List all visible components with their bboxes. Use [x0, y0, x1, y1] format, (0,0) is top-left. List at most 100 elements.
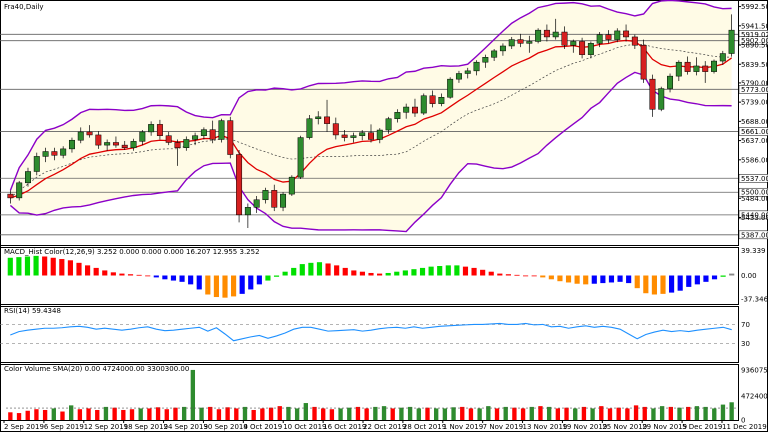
candle-body	[570, 41, 577, 46]
candle-body	[508, 39, 515, 47]
macd-bar	[162, 275, 168, 280]
candle	[218, 118, 225, 143]
candle-body	[218, 120, 225, 140]
volume-bar	[155, 407, 161, 420]
volume-bar	[616, 407, 621, 420]
volume-bar	[546, 406, 552, 420]
macd-bar	[85, 265, 91, 276]
candle	[543, 24, 550, 42]
candle	[526, 35, 533, 53]
candle-body	[60, 148, 67, 156]
volume-bar	[138, 408, 143, 420]
candle	[614, 28, 621, 43]
macd-bar	[617, 275, 623, 282]
candle-body	[385, 118, 392, 131]
macd-bar	[239, 275, 245, 294]
volume-bar	[686, 406, 691, 420]
volume-bar	[703, 406, 708, 420]
macd-bar	[248, 275, 254, 290]
macd-bar	[419, 267, 426, 276]
volume-bar	[633, 405, 639, 420]
level-tag-label-2: 5773.00	[741, 86, 768, 94]
x-tick-label: 22 Oct 2019	[363, 423, 406, 431]
volume-bar	[173, 407, 178, 420]
macd-bar	[282, 271, 288, 276]
x-tick-label: 10 Oct 2019	[283, 423, 326, 431]
level-tag-5	[738, 187, 768, 197]
volume-bar	[321, 408, 326, 420]
macd-bar	[471, 267, 477, 276]
candle-body	[368, 132, 374, 140]
x-tick-label: 28 Oct 2019	[403, 423, 446, 431]
candle-body	[438, 96, 445, 104]
candle	[95, 131, 102, 149]
volume-bar	[86, 408, 91, 420]
macd-bar	[505, 274, 511, 276]
candle-body	[429, 95, 436, 104]
candle-body	[236, 154, 243, 216]
candle-body	[473, 61, 480, 72]
candle	[579, 37, 586, 59]
candle-body	[297, 137, 304, 178]
candle-body	[403, 106, 410, 113]
volume-bar	[729, 402, 734, 420]
volume-bar	[460, 406, 465, 420]
candle	[236, 150, 243, 223]
volume-bar	[69, 405, 74, 420]
volume-bar	[338, 408, 343, 420]
macd-bar	[334, 265, 340, 276]
candle	[262, 187, 269, 204]
candle	[174, 139, 181, 166]
macd-bar	[188, 275, 194, 285]
x-tick-label: 5 Dec 2019	[682, 423, 722, 431]
candle-body	[16, 182, 23, 199]
candle-body	[68, 139, 75, 150]
candle	[640, 39, 647, 83]
macd-bar	[523, 275, 529, 277]
candle	[517, 33, 524, 48]
volume-bar	[199, 407, 204, 420]
macd-bar	[385, 272, 391, 276]
macd-bar	[626, 275, 632, 284]
candle	[455, 70, 462, 83]
macd-bar	[50, 257, 56, 276]
candle-body	[420, 95, 427, 114]
bollinger-band-fill	[10, 0, 732, 232]
volume-tick-label: 0	[741, 417, 745, 425]
macd-bar	[359, 271, 365, 276]
candle-body	[227, 120, 234, 155]
macd-bar	[222, 275, 228, 298]
level-tag-4	[738, 174, 768, 183]
macd-bar	[677, 275, 683, 291]
level-tag-2	[738, 85, 768, 94]
candle	[130, 138, 137, 151]
candle	[51, 147, 58, 161]
candle	[535, 28, 542, 44]
volume-bar	[112, 407, 117, 420]
y-tick-label: 5586.00	[741, 156, 768, 164]
candle	[702, 61, 709, 83]
level-tag-1	[738, 36, 768, 45]
y-tick-label: 5637.00	[741, 137, 768, 145]
y-tick-label: 5433.00	[741, 214, 768, 222]
volume-bar	[659, 406, 665, 420]
macd-bar	[729, 273, 735, 276]
candle	[60, 146, 67, 159]
candle-body	[271, 190, 278, 208]
volume-bar	[390, 408, 395, 420]
candle	[719, 50, 726, 65]
x-tick-label: 18 Sep 2019	[124, 423, 168, 431]
candle-body	[693, 65, 700, 72]
volume-bar	[529, 406, 534, 420]
candle	[341, 130, 348, 142]
volume-bar	[468, 408, 474, 420]
volume-bar	[147, 408, 152, 420]
candle-body	[376, 129, 383, 140]
macd-bar	[540, 275, 546, 278]
candle	[121, 140, 128, 151]
macd-label: MACD_Hist Color(12,26,9) 3.252 0.000 0.0…	[4, 248, 260, 256]
macd-bar	[59, 259, 65, 276]
macd-bar	[24, 256, 31, 276]
